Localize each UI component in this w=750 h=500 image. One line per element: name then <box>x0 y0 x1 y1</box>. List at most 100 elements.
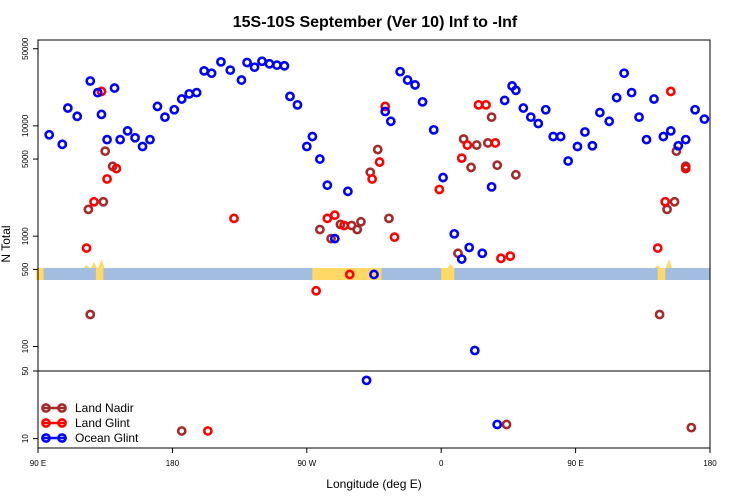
x-tick-label: 180 <box>703 459 717 468</box>
ocean-glint-point <box>109 83 120 93</box>
chart-title: 15S-10S September (Ver 10) Inf to -Inf <box>233 14 518 31</box>
ocean-glint-point <box>307 131 318 142</box>
ocean-glint-point <box>137 141 148 152</box>
land-glint-point <box>311 285 322 296</box>
land-glint-point <box>481 99 491 110</box>
land-nadir-point <box>372 144 383 155</box>
ocean-glint-point <box>264 58 275 69</box>
ocean-glint-point <box>665 126 676 136</box>
ocean-glint-point <box>242 57 252 68</box>
land-spike <box>91 262 97 268</box>
ocean-glint-point <box>322 180 333 191</box>
ocean-glint-point <box>329 233 340 244</box>
ocean-glint-point <box>292 99 303 110</box>
ocean-glint-point <box>130 132 140 143</box>
ocean-glint-point <box>314 154 325 164</box>
land-glint-point <box>380 101 391 112</box>
ocean-glint-point <box>272 60 282 71</box>
land-glint-point <box>389 232 400 243</box>
land-glint-point <box>665 86 676 97</box>
ocean-glint-point <box>385 116 396 127</box>
ocean-glint-point <box>673 140 684 151</box>
ocean-glint-point <box>438 172 448 183</box>
x-axis: 90 E 180 90 W 0 90 E 180 <box>30 448 717 468</box>
ocean-glint-point <box>492 419 503 430</box>
ocean-glint-point <box>169 104 180 115</box>
y-tick-label: 50000 <box>21 37 30 60</box>
ocean-glint-point <box>236 75 247 85</box>
land-glint-point <box>344 269 355 280</box>
land-nadir-point <box>486 112 497 123</box>
ocean-glint-point <box>555 131 566 142</box>
ocean-glint-point <box>533 118 544 129</box>
land-glint-point <box>367 174 378 184</box>
land-nadir-point <box>98 196 109 207</box>
ocean-glint-point <box>649 94 659 104</box>
x-tick-label: 90 W <box>297 459 316 468</box>
y-tick-label: 1000 <box>21 227 30 245</box>
land-glint-legend-label: Land Glint <box>75 416 130 430</box>
x-axis-label: Longitude (deg E) <box>326 477 421 491</box>
ocean-glint-point <box>92 87 103 98</box>
x-tick-label: 180 <box>166 459 180 468</box>
land-nadir-point <box>356 216 366 227</box>
land-nadir-legend-marker <box>41 403 51 413</box>
land-glint-point <box>680 163 691 174</box>
land-nadir-point <box>686 422 697 433</box>
ocean-glint-point <box>611 92 622 103</box>
ocean-glint-point <box>587 140 598 151</box>
ocean-glint-point <box>72 111 83 122</box>
ocean-glint-point <box>249 62 260 73</box>
ocean-glint-point <box>464 242 475 253</box>
land-patch <box>441 268 455 280</box>
ocean-glint-point <box>279 60 290 71</box>
x-tick-label: 90 E <box>30 459 46 468</box>
ocean-glint-point <box>699 114 710 125</box>
land-glint-point <box>322 213 333 224</box>
land-nadir-point <box>510 169 521 180</box>
land-spike <box>98 259 105 268</box>
y-axis: 100 500 1000 5000 10000 50000 10 50 <box>21 37 38 443</box>
ocean-glint-point <box>402 75 413 85</box>
land-nadir-point <box>662 204 672 215</box>
ocean-glint-legend-label: Ocean Glint <box>75 431 139 445</box>
land-nadir-point <box>314 224 325 235</box>
ocean-glint-point <box>456 254 467 264</box>
land-nadir-legend-marker <box>57 403 67 413</box>
land-nadir-point <box>176 426 187 436</box>
y-tick-label: 100 <box>21 339 30 353</box>
ocean-glint-point <box>449 228 460 239</box>
ocean-glint-point <box>641 134 652 145</box>
ocean-glint-point <box>417 96 428 107</box>
land-glint-point <box>456 153 467 164</box>
ocean-glint-point <box>594 107 605 118</box>
land-nadir-point <box>100 146 111 157</box>
land-glint-point <box>229 213 239 224</box>
ocean-glint-point <box>563 156 574 166</box>
ocean-glint-point <box>342 186 353 197</box>
ocean-glint-point <box>499 95 510 106</box>
land-nadir-legend-label: Land Nadir <box>75 401 134 415</box>
ocean-glint-point <box>361 375 372 386</box>
plot-frame <box>37 39 711 449</box>
ocean-glint-point <box>184 88 195 99</box>
y-tick-label: 50 <box>21 366 30 375</box>
land-glint-point <box>202 426 213 436</box>
ocean-glint-point <box>469 345 480 356</box>
land-nadir-point <box>466 162 476 173</box>
land-nadir-point <box>669 196 680 207</box>
ocean-glint-point <box>410 80 420 90</box>
ocean-glint-point <box>619 68 630 79</box>
land-glint-point <box>496 253 506 264</box>
ocean-glint-point <box>176 94 187 104</box>
ocean-glint-point <box>690 104 700 115</box>
land-glint-point <box>652 243 663 253</box>
land-glint-point <box>505 251 516 261</box>
land-glint-point <box>111 163 122 174</box>
land-glint-point <box>329 210 340 221</box>
land-spike <box>83 265 90 268</box>
ocean-glint-point <box>477 248 488 259</box>
land-glint-point <box>434 184 445 195</box>
ocean-glint-point <box>680 134 691 145</box>
